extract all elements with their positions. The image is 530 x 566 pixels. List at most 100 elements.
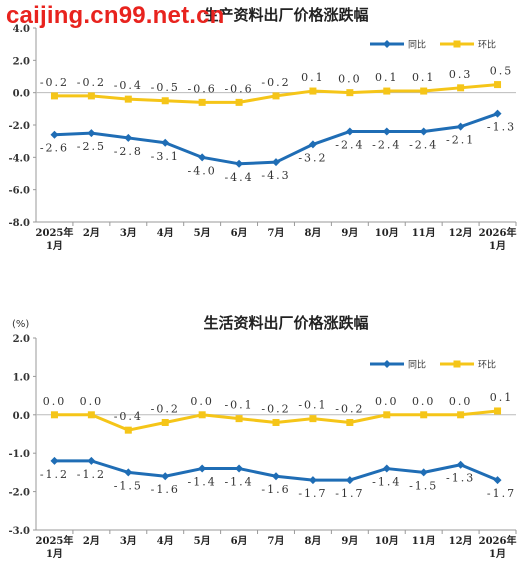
data-point bbox=[161, 418, 169, 426]
data-point bbox=[457, 411, 465, 419]
data-point bbox=[198, 98, 206, 106]
data-point bbox=[308, 476, 317, 485]
data-label: -0.6 bbox=[188, 82, 217, 95]
data-label: -1.6 bbox=[151, 483, 180, 496]
x-tick-label: 2月 bbox=[83, 535, 100, 547]
data-label: 0.3 bbox=[449, 68, 473, 81]
x-tick-label: 2月 bbox=[83, 227, 100, 239]
data-point bbox=[87, 92, 95, 100]
x-tick-label: 3月 bbox=[120, 227, 137, 239]
data-point bbox=[420, 87, 428, 95]
x-tick-label: 7月 bbox=[268, 227, 285, 239]
data-label: -1.7 bbox=[298, 487, 327, 500]
data-label: 0.1 bbox=[490, 391, 514, 404]
data-point bbox=[309, 87, 317, 95]
x-tick-label: 4月 bbox=[157, 535, 174, 547]
data-label: -2.4 bbox=[335, 138, 364, 151]
data-point bbox=[420, 411, 428, 419]
site-watermark: caijing.cn99.net.cn bbox=[6, 2, 225, 29]
legend-marker bbox=[453, 40, 461, 48]
data-label: 0.5 bbox=[490, 65, 514, 78]
y-tick-label: 4.0 bbox=[13, 24, 30, 35]
y-tick-label: 0.0 bbox=[13, 89, 30, 100]
data-label: 0.0 bbox=[449, 395, 473, 408]
data-point bbox=[198, 411, 206, 419]
data-point bbox=[272, 472, 280, 481]
data-point bbox=[345, 476, 354, 485]
x-tick-label: 4月 bbox=[157, 227, 174, 239]
data-point bbox=[50, 411, 58, 419]
legend-marker bbox=[383, 40, 391, 48]
data-point bbox=[457, 84, 465, 92]
data-point bbox=[382, 127, 391, 136]
data-point bbox=[87, 129, 96, 138]
data-label: 0.0 bbox=[338, 73, 362, 86]
data-point bbox=[50, 92, 58, 100]
data-point bbox=[235, 159, 244, 168]
y-tick-label: -1.0 bbox=[8, 449, 30, 460]
x-tick-label: 1月 bbox=[489, 240, 506, 252]
legend-label: 环比 bbox=[478, 39, 496, 51]
data-label: -1.5 bbox=[409, 479, 438, 492]
data-label: -1.2 bbox=[40, 468, 69, 481]
data-point bbox=[198, 464, 207, 473]
data-label: 0.1 bbox=[301, 71, 325, 84]
y-tick-label: -2.0 bbox=[8, 488, 30, 499]
data-label: -4.4 bbox=[224, 171, 253, 184]
y-tick-label: 0.0 bbox=[13, 411, 30, 422]
data-point bbox=[161, 472, 170, 481]
data-point bbox=[383, 87, 391, 95]
x-tick-label: 2026年 bbox=[479, 226, 517, 239]
data-label: -0.4 bbox=[114, 410, 143, 423]
y-tick-label: -4.0 bbox=[8, 153, 30, 164]
data-point bbox=[124, 95, 132, 103]
data-label: -0.2 bbox=[151, 402, 180, 415]
data-point bbox=[493, 109, 502, 118]
data-point bbox=[124, 133, 133, 142]
y-tick-label: 2.0 bbox=[13, 56, 30, 67]
data-label: -0.2 bbox=[261, 402, 290, 415]
data-label: -0.4 bbox=[114, 79, 143, 92]
data-label: 0.0 bbox=[190, 395, 214, 408]
data-point bbox=[346, 418, 354, 426]
chart-2: 生活资料出厂价格涨跌幅 (%) 2.0 1.0 0.0 -1.0 -2.0 -3.0 2025年… bbox=[8, 314, 517, 560]
legend-label: 同比 bbox=[408, 39, 426, 51]
data-label: -4.3 bbox=[261, 169, 290, 182]
x-tick-label: 3月 bbox=[120, 535, 137, 547]
data-label: -0.1 bbox=[298, 399, 327, 412]
data-point bbox=[493, 476, 502, 485]
data-label: -2.8 bbox=[114, 145, 143, 158]
legend-label: 环比 bbox=[478, 359, 496, 371]
data-label: -2.1 bbox=[446, 134, 475, 147]
x-tick-label: 9月 bbox=[341, 227, 358, 239]
data-label: 0.0 bbox=[375, 395, 399, 408]
x-tick-label: 12月 bbox=[449, 535, 473, 547]
data-point bbox=[161, 138, 170, 147]
data-point bbox=[87, 456, 96, 465]
x-tick-label: 8月 bbox=[304, 535, 321, 547]
data-label: -1.3 bbox=[446, 472, 475, 485]
data-point bbox=[50, 130, 59, 139]
data-point bbox=[124, 426, 132, 434]
data-label: -4.0 bbox=[188, 164, 217, 177]
x-tick-label: 1月 bbox=[489, 548, 506, 560]
data-point bbox=[272, 92, 280, 100]
x-tick-label: 6月 bbox=[231, 227, 248, 239]
y-tick-label: -6.0 bbox=[8, 186, 30, 197]
y-axis-unit: (%) bbox=[12, 319, 29, 330]
data-label: 0.0 bbox=[43, 395, 67, 408]
data-label: -0.2 bbox=[335, 402, 364, 415]
data-label: 0.0 bbox=[412, 395, 436, 408]
data-label: -2.4 bbox=[372, 138, 401, 151]
data-label: -0.2 bbox=[261, 76, 290, 89]
x-tick-label: 2026年 bbox=[479, 534, 517, 547]
x-tick-label: 1月 bbox=[46, 240, 63, 252]
data-label: -1.2 bbox=[77, 468, 106, 481]
legend-marker bbox=[383, 360, 391, 368]
data-point bbox=[235, 415, 243, 423]
data-point bbox=[309, 415, 317, 423]
data-point bbox=[345, 127, 354, 136]
data-label: 0.1 bbox=[412, 71, 436, 84]
data-label: -0.5 bbox=[151, 81, 180, 94]
data-point bbox=[50, 456, 59, 465]
